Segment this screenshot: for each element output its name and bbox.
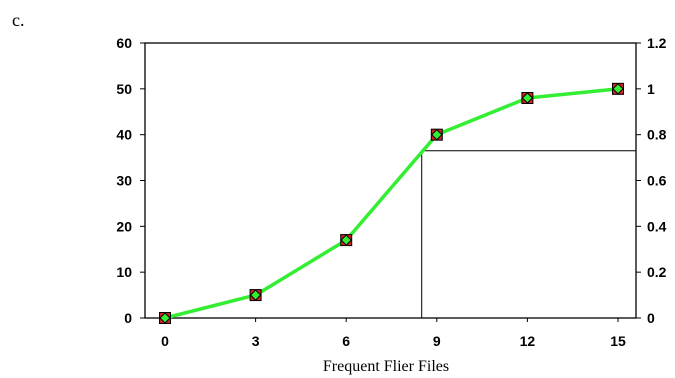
y2-tick-label: 1.2 — [647, 35, 667, 51]
diamond-marker — [340, 234, 352, 246]
y2-axis-tick-labels: 0 0.2 0.4 0.6 0.8 1 1.2 — [647, 35, 667, 326]
y2-tick-label: 0.2 — [647, 264, 667, 280]
y-axis-tick-labels: 0 10 20 30 40 50 60 — [116, 35, 132, 326]
axis-ticks — [140, 42, 641, 322]
x-tick-label: 3 — [252, 333, 260, 349]
diamond-marker — [612, 83, 624, 95]
y2-tick-label: 0.4 — [647, 218, 667, 234]
series-line — [164, 87, 619, 320]
diamond-marker — [159, 312, 171, 324]
y-tick-label: 30 — [116, 173, 132, 189]
y-tick-label: 0 — [124, 310, 132, 326]
x-tick-label: 12 — [520, 333, 536, 349]
y2-tick-label: 0 — [647, 310, 655, 326]
series-markers — [159, 82, 624, 324]
y-tick-label: 20 — [116, 218, 132, 234]
diamond-marker — [521, 92, 534, 104]
x-tick-label: 0 — [161, 333, 169, 349]
y2-tick-label: 0.6 — [647, 173, 667, 189]
y2-tick-label: 1 — [647, 81, 655, 97]
y-tick-label: 10 — [116, 264, 132, 280]
y2-tick-label: 0.8 — [647, 127, 667, 143]
diamond-marker — [249, 289, 262, 301]
y-tick-label: 60 — [116, 35, 132, 51]
plot-area-frame — [144, 42, 637, 319]
y-tick-label: 50 — [116, 81, 132, 97]
reference-lines — [421, 150, 636, 318]
x-axis-tick-labels: 0 3 6 9 12 15 — [161, 333, 626, 349]
y-tick-label: 40 — [116, 127, 132, 143]
x-axis-title: Frequent Flier Files — [323, 358, 449, 375]
x-tick-label: 15 — [610, 333, 626, 349]
x-tick-label: 6 — [342, 333, 350, 349]
diamond-marker — [431, 128, 443, 141]
series-lines — [164, 87, 619, 320]
x-tick-label: 9 — [433, 333, 441, 349]
panel-label: c. — [12, 10, 25, 30]
